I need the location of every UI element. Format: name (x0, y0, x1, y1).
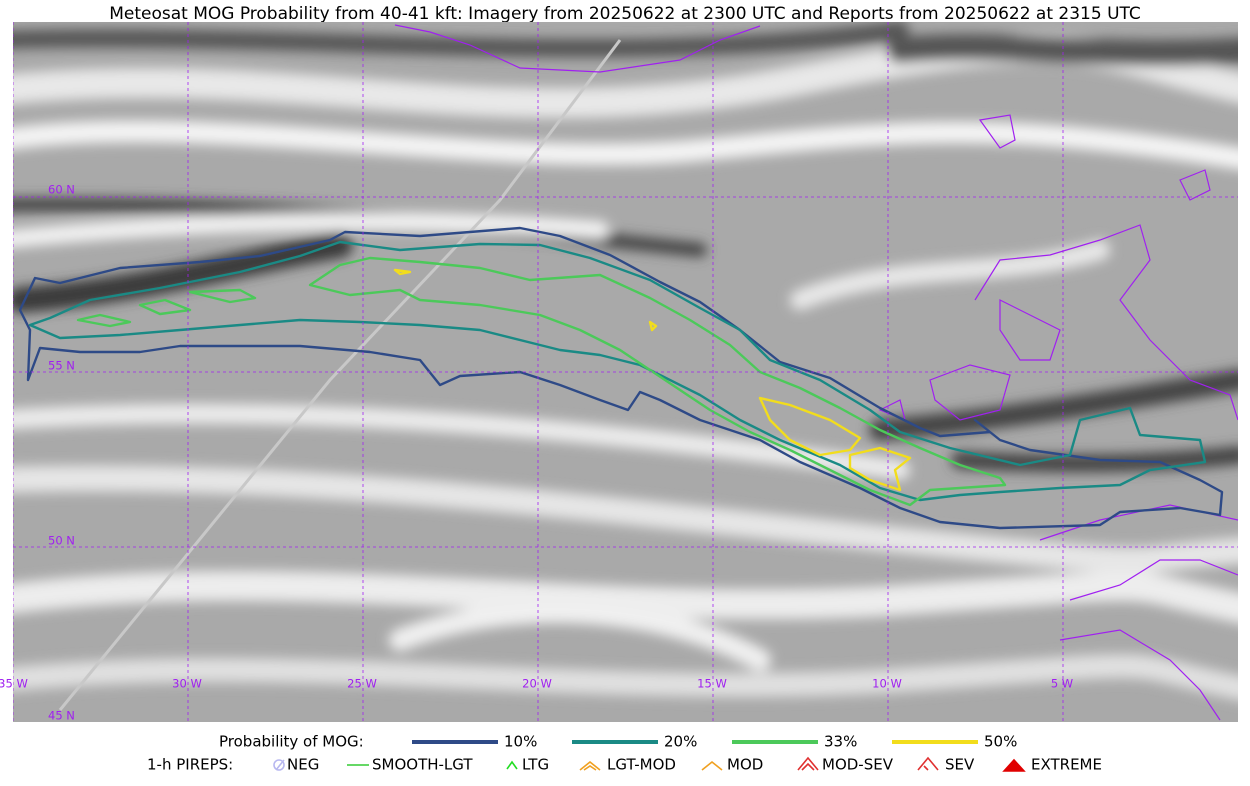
lat-label: 45 N (48, 709, 75, 723)
legend-label: NEG (287, 756, 319, 774)
pirep-icon (579, 760, 601, 771)
legend-label: MOD-SEV (822, 756, 894, 774)
legend-label: 10% (504, 733, 537, 751)
pirep-icon (273, 759, 285, 771)
mog-contours (18, 226, 1224, 530)
lon-label: 5 W (1051, 677, 1073, 691)
lon-label: 35 W (0, 677, 28, 691)
pirep-icon (797, 756, 819, 771)
grid (13, 22, 1238, 722)
lon-label: 25 W (347, 677, 377, 691)
map (13, 22, 1238, 722)
pirep-icon (917, 756, 939, 771)
legend-label: 33% (824, 733, 857, 751)
legend-label: SMOOTH-LGT (372, 756, 473, 774)
pirep-icon (701, 760, 723, 771)
legend-label: 50% (984, 733, 1017, 751)
legend-label: EXTREME (1031, 756, 1102, 774)
legend-label: MOD (727, 756, 763, 774)
legend-label: LGT-MOD (607, 756, 676, 774)
title: Meteosat MOG Probability from 40-41 kft:… (109, 4, 1141, 24)
orbit-edge (58, 39, 622, 711)
lat-label: 50 N (48, 534, 75, 548)
lat-label: 55 N (48, 359, 75, 373)
legend-label: LTG (522, 756, 549, 774)
legend-label: 20% (664, 733, 697, 751)
pirep-icon (506, 760, 518, 770)
legend: Probability of MOG: 1-h PIREPS: 10% 20% 33… (147, 733, 1102, 774)
lon-label: 10 W (872, 677, 902, 691)
lon-label: 20 W (522, 677, 552, 691)
lon-label: 15 W (697, 677, 727, 691)
legend-label: SEV (945, 756, 975, 774)
lat-label: 60 N (48, 183, 75, 197)
pirep-icon (1002, 758, 1026, 772)
legend-title: Probability of MOG: (219, 733, 364, 751)
lon-label: 30 W (172, 677, 202, 691)
grid-labels: 60 N 55 N 50 N 45 N 35 W 30 W 25 W 20 W … (0, 183, 1073, 723)
legend-title: 1-h PIREPS: (147, 756, 233, 774)
